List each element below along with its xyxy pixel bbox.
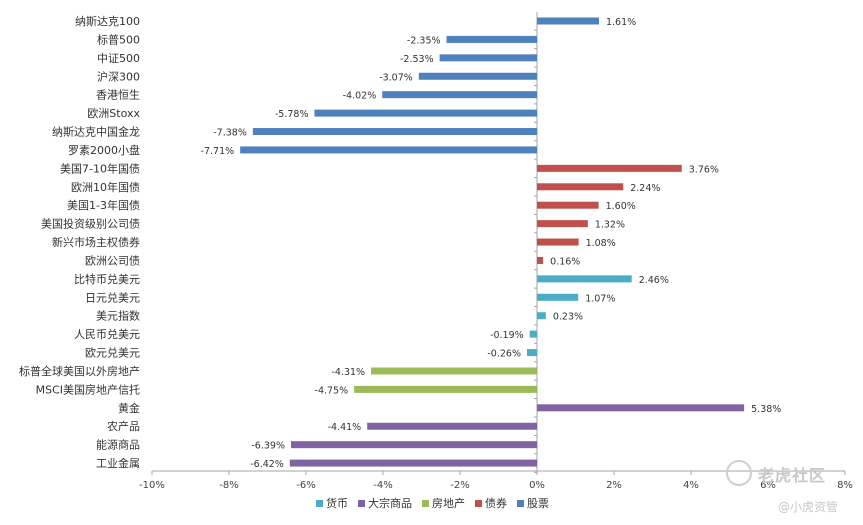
data-label: -6.39% (251, 441, 285, 452)
category-label: 美国1-3年国债 (67, 198, 140, 212)
category-label: 欧元兑美元 (85, 346, 140, 360)
data-label: -4.02% (343, 91, 377, 102)
category-label: 沪深300 (97, 69, 140, 83)
legend-swatch (358, 500, 365, 507)
bar (289, 459, 537, 467)
data-label: -6.42% (250, 459, 284, 470)
x-tick-label: -10% (139, 480, 165, 491)
category-label: 比特币兑美元 (74, 272, 140, 286)
category-label: 标普500 (97, 32, 140, 46)
data-label: -7.38% (213, 128, 247, 139)
category-label: 黄金 (118, 401, 140, 415)
bar (446, 35, 537, 43)
legend-label: 大宗商品 (368, 496, 412, 510)
x-tick-label: -4% (373, 480, 392, 491)
bar (240, 146, 538, 154)
data-label: 0.16% (550, 256, 580, 267)
data-label: 2.46% (639, 275, 669, 286)
bar (252, 128, 537, 136)
category-label: 工业金属 (96, 456, 140, 470)
data-label: 1.60% (606, 201, 636, 212)
x-tick-label: 6% (760, 480, 776, 491)
category-label: 香港恒生 (96, 88, 140, 102)
bar (537, 312, 546, 320)
data-label: -4.31% (331, 367, 365, 378)
watermark-brand: 老虎社区 (758, 466, 827, 485)
category-label: 能源商品 (96, 438, 140, 452)
bar (537, 17, 599, 25)
data-label: 1.61% (606, 17, 636, 28)
x-tick-label: -6% (296, 480, 315, 491)
category-label: 农产品 (107, 419, 140, 433)
data-label: -4.41% (328, 422, 362, 433)
bar (537, 404, 745, 412)
category-label: 标普全球美国以外房地产 (19, 364, 140, 378)
data-label: -2.35% (407, 35, 441, 46)
x-tick-label: -2% (450, 480, 469, 491)
data-label: -7.71% (201, 146, 235, 157)
x-tick-label: 2% (606, 480, 622, 491)
legend-label: 货币 (326, 496, 348, 510)
bar (537, 183, 624, 191)
data-label: 1.08% (586, 238, 616, 249)
watermark-account: @小虎资管 (778, 500, 839, 514)
category-label: 美元指数 (96, 309, 140, 323)
bar (371, 367, 537, 375)
data-label: 5.38% (751, 404, 781, 415)
legend-swatch (316, 500, 323, 507)
category-label: 中证500 (97, 52, 140, 65)
legend-label: 债券 (485, 496, 507, 510)
data-label: 0.23% (553, 312, 583, 323)
category-label: 美国投资级别公司债 (41, 217, 140, 231)
category-label: 新兴市场主权债券 (52, 235, 140, 249)
x-tick-label: 8% (837, 480, 853, 491)
bar (314, 109, 537, 117)
legend-swatch (422, 500, 429, 507)
category-label: 人民币兑美元 (74, 327, 140, 341)
bar (537, 220, 588, 228)
bar (537, 256, 544, 264)
data-label: -0.19% (490, 330, 524, 341)
category-label: 欧洲公司债 (85, 253, 140, 267)
bar (529, 330, 537, 338)
legend-swatch (517, 500, 524, 507)
bar (290, 441, 537, 449)
x-tick-label: -8% (219, 480, 238, 491)
category-label: 纳斯达克100 (75, 15, 140, 28)
data-label: 1.32% (595, 220, 625, 231)
bar (382, 91, 537, 99)
category-label: 纳斯达克中国金龙 (52, 125, 140, 139)
bar (367, 422, 537, 430)
data-label: -4.75% (315, 385, 349, 396)
data-label: -3.07% (379, 72, 413, 83)
bar (537, 201, 599, 209)
data-label: -0.26% (487, 349, 521, 360)
bar (439, 54, 537, 62)
data-label: -5.78% (275, 109, 309, 120)
bar (354, 385, 537, 393)
x-tick-label: 4% (683, 480, 699, 491)
tiger-logo-icon (726, 460, 752, 486)
category-label: 美国7-10年国债 (60, 161, 140, 175)
category-label: 欧洲10年国债 (71, 180, 140, 194)
category-label: 日元兑美元 (85, 290, 140, 304)
legend-label: 股票 (527, 497, 549, 510)
legend-label: 房地产 (432, 496, 465, 510)
x-tick-label: 0% (529, 480, 545, 491)
bar (537, 238, 579, 246)
bar (537, 275, 632, 283)
bar (537, 293, 579, 301)
category-label: MSCI美国房地产信托 (36, 382, 140, 396)
bar (526, 349, 537, 357)
legend-swatch (475, 500, 482, 507)
bar (418, 72, 537, 80)
bar (537, 164, 682, 172)
data-label: 2.24% (630, 183, 660, 194)
data-label: 1.07% (585, 293, 615, 304)
category-label: 欧洲Stoxx (87, 107, 140, 120)
category-label: 罗素2000小盘 (68, 143, 140, 157)
data-label: 3.76% (689, 164, 719, 175)
data-label: -2.53% (400, 54, 434, 65)
